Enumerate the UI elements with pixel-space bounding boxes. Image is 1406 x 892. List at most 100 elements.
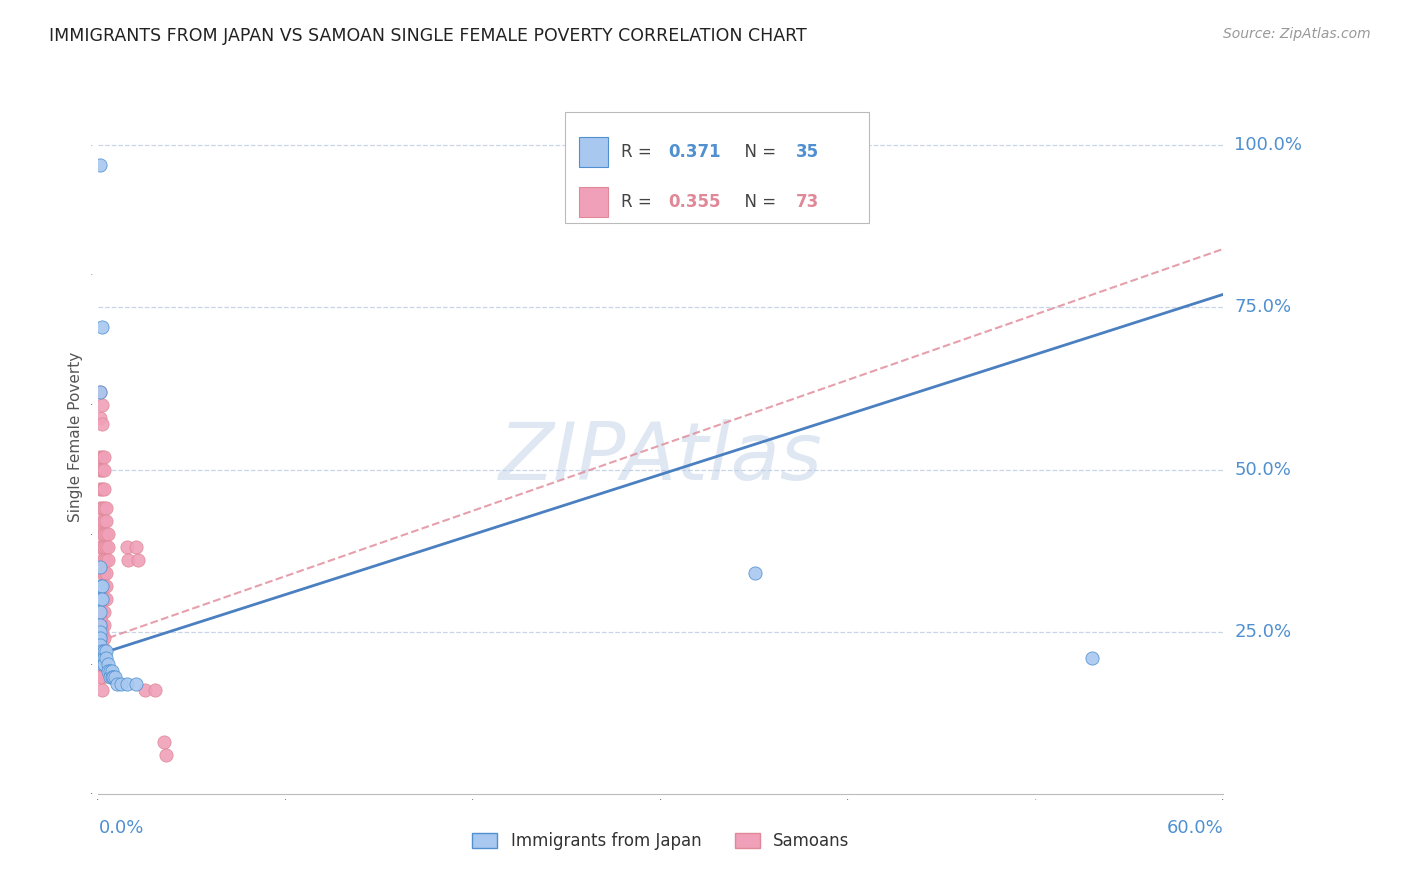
Text: R =: R = (621, 193, 658, 211)
Point (155, 747, 177, 762)
Point (93, 644, 115, 658)
FancyBboxPatch shape (565, 112, 869, 223)
Text: 0.371: 0.371 (669, 143, 721, 161)
Point (93, 657, 115, 672)
Point (93, 592, 115, 607)
Point (97, 664, 120, 678)
Point (153, 735, 176, 749)
Point (94, 644, 117, 658)
Point (93, 657, 115, 672)
Point (91, 566, 114, 581)
Text: 75.0%: 75.0% (1234, 298, 1292, 317)
Text: 100.0%: 100.0% (1234, 136, 1302, 154)
Point (89, 618, 111, 632)
Point (93, 631, 115, 645)
Point (94, 553, 117, 567)
Point (89, 624, 111, 639)
Point (744, 566, 766, 581)
Point (91, 670, 114, 684)
Point (91, 605, 114, 619)
Point (89, 541, 111, 555)
Point (91, 319, 114, 334)
Point (89, 650, 111, 665)
Text: 60.0%: 60.0% (1167, 819, 1223, 837)
Text: 50.0%: 50.0% (1234, 460, 1291, 478)
Point (89, 521, 111, 535)
Point (91, 644, 114, 658)
Point (93, 527, 115, 541)
Point (94, 592, 117, 607)
Point (93, 482, 115, 496)
Point (93, 541, 115, 555)
Bar (579, 186, 607, 217)
Point (97, 553, 120, 567)
Point (91, 657, 114, 672)
Point (91, 650, 114, 665)
Point (89, 638, 111, 652)
Point (89, 482, 111, 496)
Point (91, 657, 114, 672)
Point (91, 515, 114, 529)
Point (91, 482, 114, 496)
Point (89, 559, 111, 574)
Text: N =: N = (734, 193, 782, 211)
Text: 73: 73 (796, 193, 820, 211)
Point (93, 553, 115, 567)
Point (89, 384, 111, 399)
Point (103, 670, 125, 684)
Point (89, 501, 111, 516)
Point (89, 592, 111, 607)
Text: IMMIGRANTS FROM JAPAN VS SAMOAN SINGLE FEMALE POVERTY CORRELATION CHART: IMMIGRANTS FROM JAPAN VS SAMOAN SINGLE F… (49, 27, 807, 45)
Point (91, 462, 114, 476)
Text: R =: R = (621, 143, 658, 161)
Point (91, 592, 114, 607)
Text: N =: N = (734, 143, 782, 161)
Point (89, 631, 111, 645)
Bar (579, 136, 607, 167)
Point (91, 579, 114, 593)
Text: Source: ZipAtlas.com: Source: ZipAtlas.com (1223, 27, 1371, 41)
Point (91, 541, 114, 555)
Point (91, 644, 114, 658)
Point (125, 676, 148, 690)
Point (125, 541, 148, 555)
Point (93, 650, 115, 665)
Point (89, 605, 111, 619)
Point (91, 527, 114, 541)
Point (89, 158, 111, 172)
Point (91, 398, 114, 412)
Point (89, 631, 111, 645)
Point (91, 417, 114, 431)
Point (93, 579, 115, 593)
Point (94, 566, 117, 581)
Point (110, 676, 132, 690)
Point (89, 664, 111, 678)
Point (94, 527, 117, 541)
Point (93, 605, 115, 619)
Point (91, 618, 114, 632)
Point (117, 553, 139, 567)
Point (93, 618, 115, 632)
Point (91, 638, 114, 652)
Point (89, 410, 111, 425)
Point (89, 612, 111, 626)
Text: ZIPAtlas: ZIPAtlas (499, 419, 823, 498)
Point (89, 579, 111, 593)
Point (105, 676, 128, 690)
Point (91, 579, 114, 593)
Point (94, 650, 117, 665)
Point (93, 462, 115, 476)
Point (89, 384, 111, 399)
Point (91, 631, 114, 645)
Text: 0.355: 0.355 (669, 193, 721, 211)
Point (115, 676, 138, 690)
Point (93, 501, 115, 516)
Point (104, 670, 127, 684)
Point (91, 450, 114, 464)
Point (97, 541, 120, 555)
Point (98, 664, 121, 678)
Point (94, 515, 117, 529)
Point (100, 670, 122, 684)
Point (89, 618, 111, 632)
Point (89, 670, 111, 684)
